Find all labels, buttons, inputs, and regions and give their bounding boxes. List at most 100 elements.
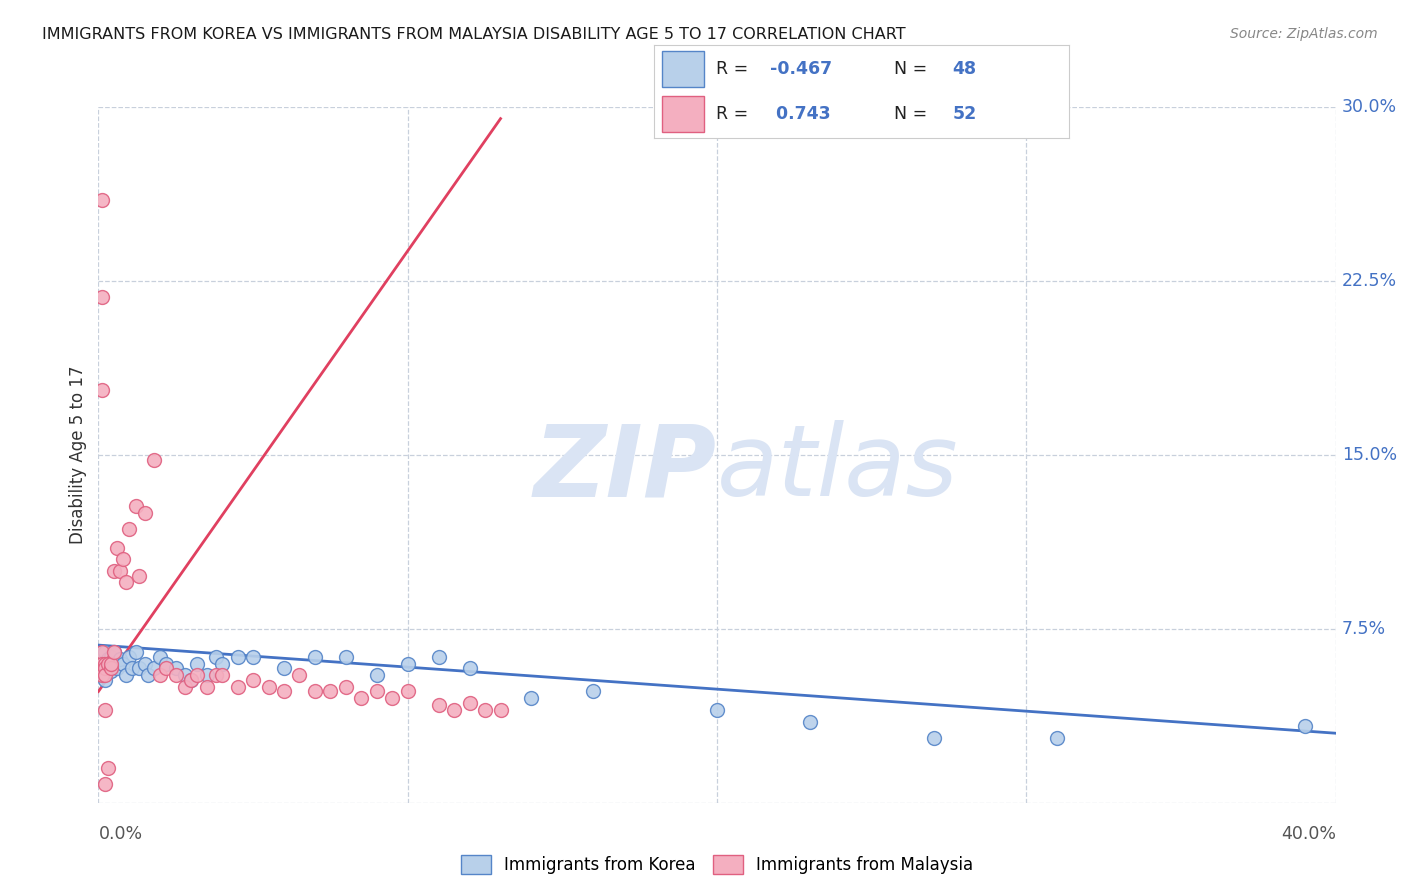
Point xyxy=(155,661,177,675)
Point xyxy=(93,703,115,717)
Text: 22.5%: 22.5% xyxy=(1341,272,1398,290)
Point xyxy=(124,499,146,513)
Point xyxy=(90,193,112,207)
Text: 40.0%: 40.0% xyxy=(1281,825,1336,843)
Point xyxy=(186,668,208,682)
Point xyxy=(100,649,122,664)
Text: -0.467: -0.467 xyxy=(770,60,832,78)
Point xyxy=(186,657,208,671)
Point xyxy=(195,680,218,694)
Point xyxy=(143,452,166,467)
Text: atlas: atlas xyxy=(717,420,959,517)
Text: 0.0%: 0.0% xyxy=(98,825,142,843)
Point xyxy=(288,668,311,682)
Point xyxy=(90,645,112,659)
Point xyxy=(143,661,166,675)
Point xyxy=(103,645,125,659)
Point xyxy=(174,668,197,682)
Point xyxy=(226,680,249,694)
Point xyxy=(149,668,172,682)
Point xyxy=(97,657,120,671)
Point xyxy=(489,703,512,717)
Point xyxy=(335,680,357,694)
Point xyxy=(100,664,122,678)
Point xyxy=(105,661,128,675)
Point xyxy=(335,649,357,664)
Point xyxy=(242,649,264,664)
Point xyxy=(124,645,146,659)
Point xyxy=(205,668,228,682)
Point xyxy=(118,649,141,664)
Text: N =: N = xyxy=(894,105,934,123)
Point xyxy=(366,668,388,682)
Point xyxy=(90,657,112,671)
Point xyxy=(93,661,115,675)
Bar xyxy=(662,96,703,132)
Point xyxy=(396,657,419,671)
Point xyxy=(105,541,128,555)
Text: Source: ZipAtlas.com: Source: ZipAtlas.com xyxy=(1230,27,1378,41)
Point xyxy=(458,661,481,675)
Point xyxy=(350,691,373,706)
Point xyxy=(90,290,112,304)
Point xyxy=(90,657,112,671)
Text: R =: R = xyxy=(716,60,754,78)
Point xyxy=(90,383,112,397)
Point xyxy=(90,668,112,682)
Point xyxy=(112,552,135,566)
Text: 52: 52 xyxy=(952,105,977,123)
Point xyxy=(582,684,605,698)
Point xyxy=(93,657,115,671)
Point xyxy=(304,684,326,698)
Point xyxy=(257,680,280,694)
Point xyxy=(97,652,120,666)
Point xyxy=(112,657,135,671)
Point xyxy=(520,691,543,706)
Point xyxy=(180,673,202,687)
Point xyxy=(128,661,150,675)
Text: IMMIGRANTS FROM KOREA VS IMMIGRANTS FROM MALAYSIA DISABILITY AGE 5 TO 17 CORRELA: IMMIGRANTS FROM KOREA VS IMMIGRANTS FROM… xyxy=(42,27,905,42)
Point xyxy=(115,668,138,682)
Point xyxy=(149,649,172,664)
Point xyxy=(706,703,728,717)
Point xyxy=(427,698,450,713)
Text: 7.5%: 7.5% xyxy=(1341,620,1386,638)
Point xyxy=(118,522,141,536)
Point xyxy=(121,661,143,675)
Point xyxy=(103,657,125,671)
Point xyxy=(134,506,156,520)
Text: 48: 48 xyxy=(952,60,977,78)
Legend: Immigrants from Korea, Immigrants from Malaysia: Immigrants from Korea, Immigrants from M… xyxy=(461,855,973,874)
Point xyxy=(922,731,945,745)
Point xyxy=(174,680,197,694)
Point xyxy=(458,696,481,710)
Point xyxy=(90,668,112,682)
Point xyxy=(180,673,202,687)
Y-axis label: Disability Age 5 to 17: Disability Age 5 to 17 xyxy=(69,366,87,544)
Point xyxy=(93,668,115,682)
Point xyxy=(165,668,187,682)
Point xyxy=(319,684,342,698)
Point xyxy=(205,649,228,664)
Point xyxy=(211,657,233,671)
Point xyxy=(134,657,156,671)
Point xyxy=(136,668,159,682)
Text: ZIP: ZIP xyxy=(534,420,717,517)
Point xyxy=(90,645,112,659)
Point xyxy=(1046,731,1069,745)
Point xyxy=(474,703,496,717)
Text: 30.0%: 30.0% xyxy=(1341,98,1398,116)
Point xyxy=(443,703,465,717)
Point xyxy=(93,661,115,675)
Point xyxy=(108,652,131,666)
Point xyxy=(1294,719,1316,733)
Point xyxy=(396,684,419,698)
Point xyxy=(100,661,122,675)
Point xyxy=(97,761,120,775)
Point xyxy=(93,777,115,791)
Point xyxy=(103,564,125,578)
Point xyxy=(273,661,295,675)
Point xyxy=(93,673,115,687)
Text: R =: R = xyxy=(716,105,754,123)
Point xyxy=(195,668,218,682)
